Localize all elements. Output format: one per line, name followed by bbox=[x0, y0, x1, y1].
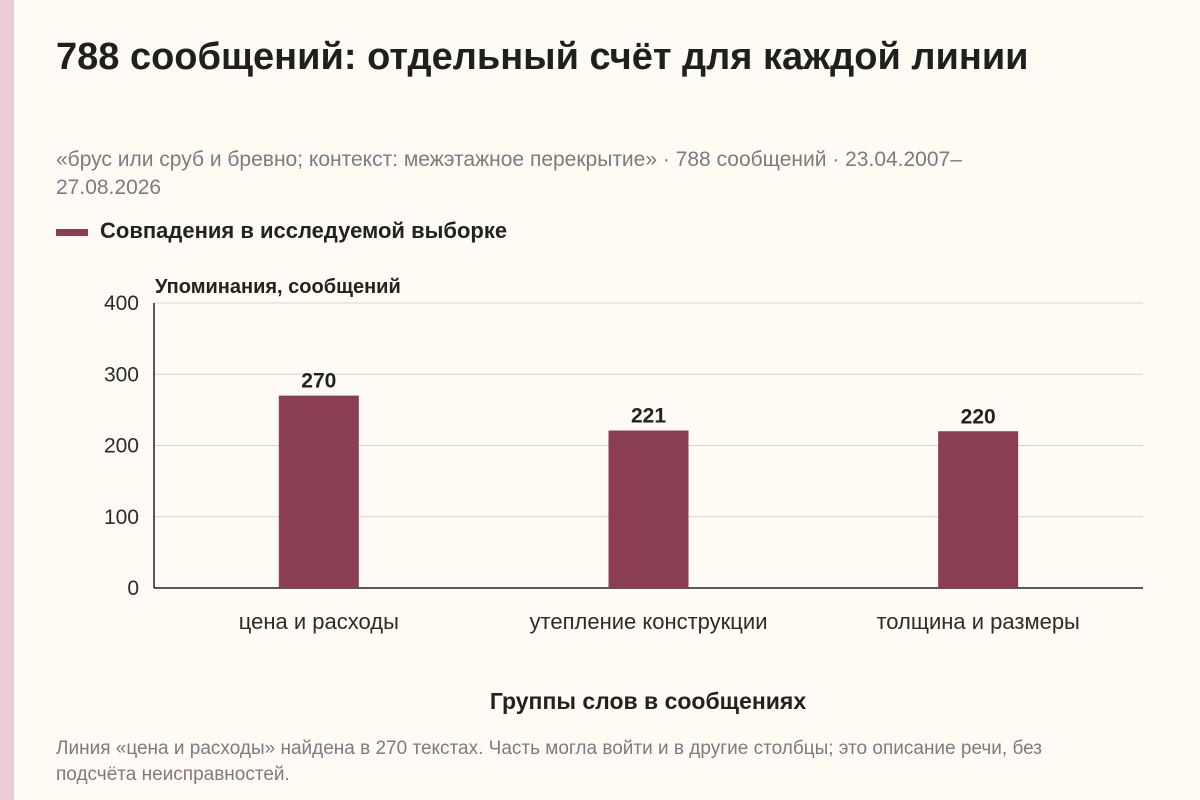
y-tick-label: 300 bbox=[104, 363, 139, 386]
footnote: Линия «цена и расходы» найдена в 270 тек… bbox=[56, 738, 1042, 785]
y-axis-label: Упоминания, сообщений bbox=[155, 276, 401, 298]
label-layer: 0 100 200 300 400 270 цена и расходы 221 утеплен… bbox=[104, 292, 1080, 634]
accent-stripe bbox=[0, 0, 14, 800]
x-tick-label: цена и расходы bbox=[239, 609, 399, 634]
bar bbox=[608, 430, 689, 588]
value-label: 221 bbox=[631, 405, 666, 428]
x-tick-label: толщина и размеры bbox=[876, 609, 1079, 634]
bar bbox=[938, 431, 1019, 588]
x-tick-label: утепление конструкции bbox=[530, 609, 768, 634]
y-tick-label: 200 bbox=[104, 435, 139, 458]
chart-subtitle: «брус или сруб и бревно; контекст: межэт… bbox=[56, 148, 962, 199]
value-label: 220 bbox=[961, 405, 996, 428]
y-tick-label: 400 bbox=[104, 292, 139, 315]
y-tick-label: 100 bbox=[104, 506, 139, 529]
bar bbox=[278, 395, 359, 588]
chart-title: 788 сообщений: отдельный счёт для каждой… bbox=[56, 36, 1029, 78]
x-axis-label: Группы слов в сообщениях bbox=[490, 688, 806, 714]
value-label: 270 bbox=[301, 370, 336, 393]
legend-swatch bbox=[56, 229, 88, 236]
legend-label: Совпадения в исследуемой выборке bbox=[100, 218, 508, 243]
bar-layer bbox=[278, 395, 1019, 588]
legend: Совпадения в исследуемой выборке bbox=[56, 218, 507, 244]
y-tick-label: 0 bbox=[127, 577, 139, 600]
